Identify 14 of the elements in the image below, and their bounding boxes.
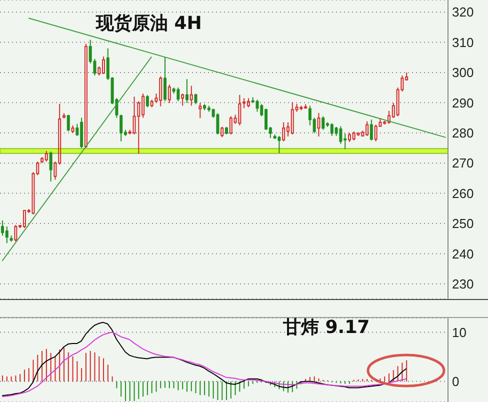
y-tick-label: 250 bbox=[452, 216, 474, 232]
y-tick-label: 10 bbox=[452, 324, 466, 340]
y-tick-label: 0 bbox=[452, 374, 460, 389]
y-tick-label: 300 bbox=[452, 65, 474, 80]
y-tick-label: 270 bbox=[452, 156, 474, 171]
y-tick-label: 260 bbox=[452, 186, 474, 201]
text: 现货原油 4H bbox=[96, 13, 202, 34]
chart-title: 甘炜 9.17 bbox=[283, 317, 370, 338]
y-tick-label: 310 bbox=[452, 34, 474, 50]
y-tick-label: 240 bbox=[452, 246, 474, 262]
y-tick-label: 280 bbox=[452, 126, 474, 141]
y-tick-label: 290 bbox=[452, 95, 474, 110]
y-tick-label: 230 bbox=[452, 276, 474, 292]
y-tick-label: 320 bbox=[452, 4, 474, 20]
